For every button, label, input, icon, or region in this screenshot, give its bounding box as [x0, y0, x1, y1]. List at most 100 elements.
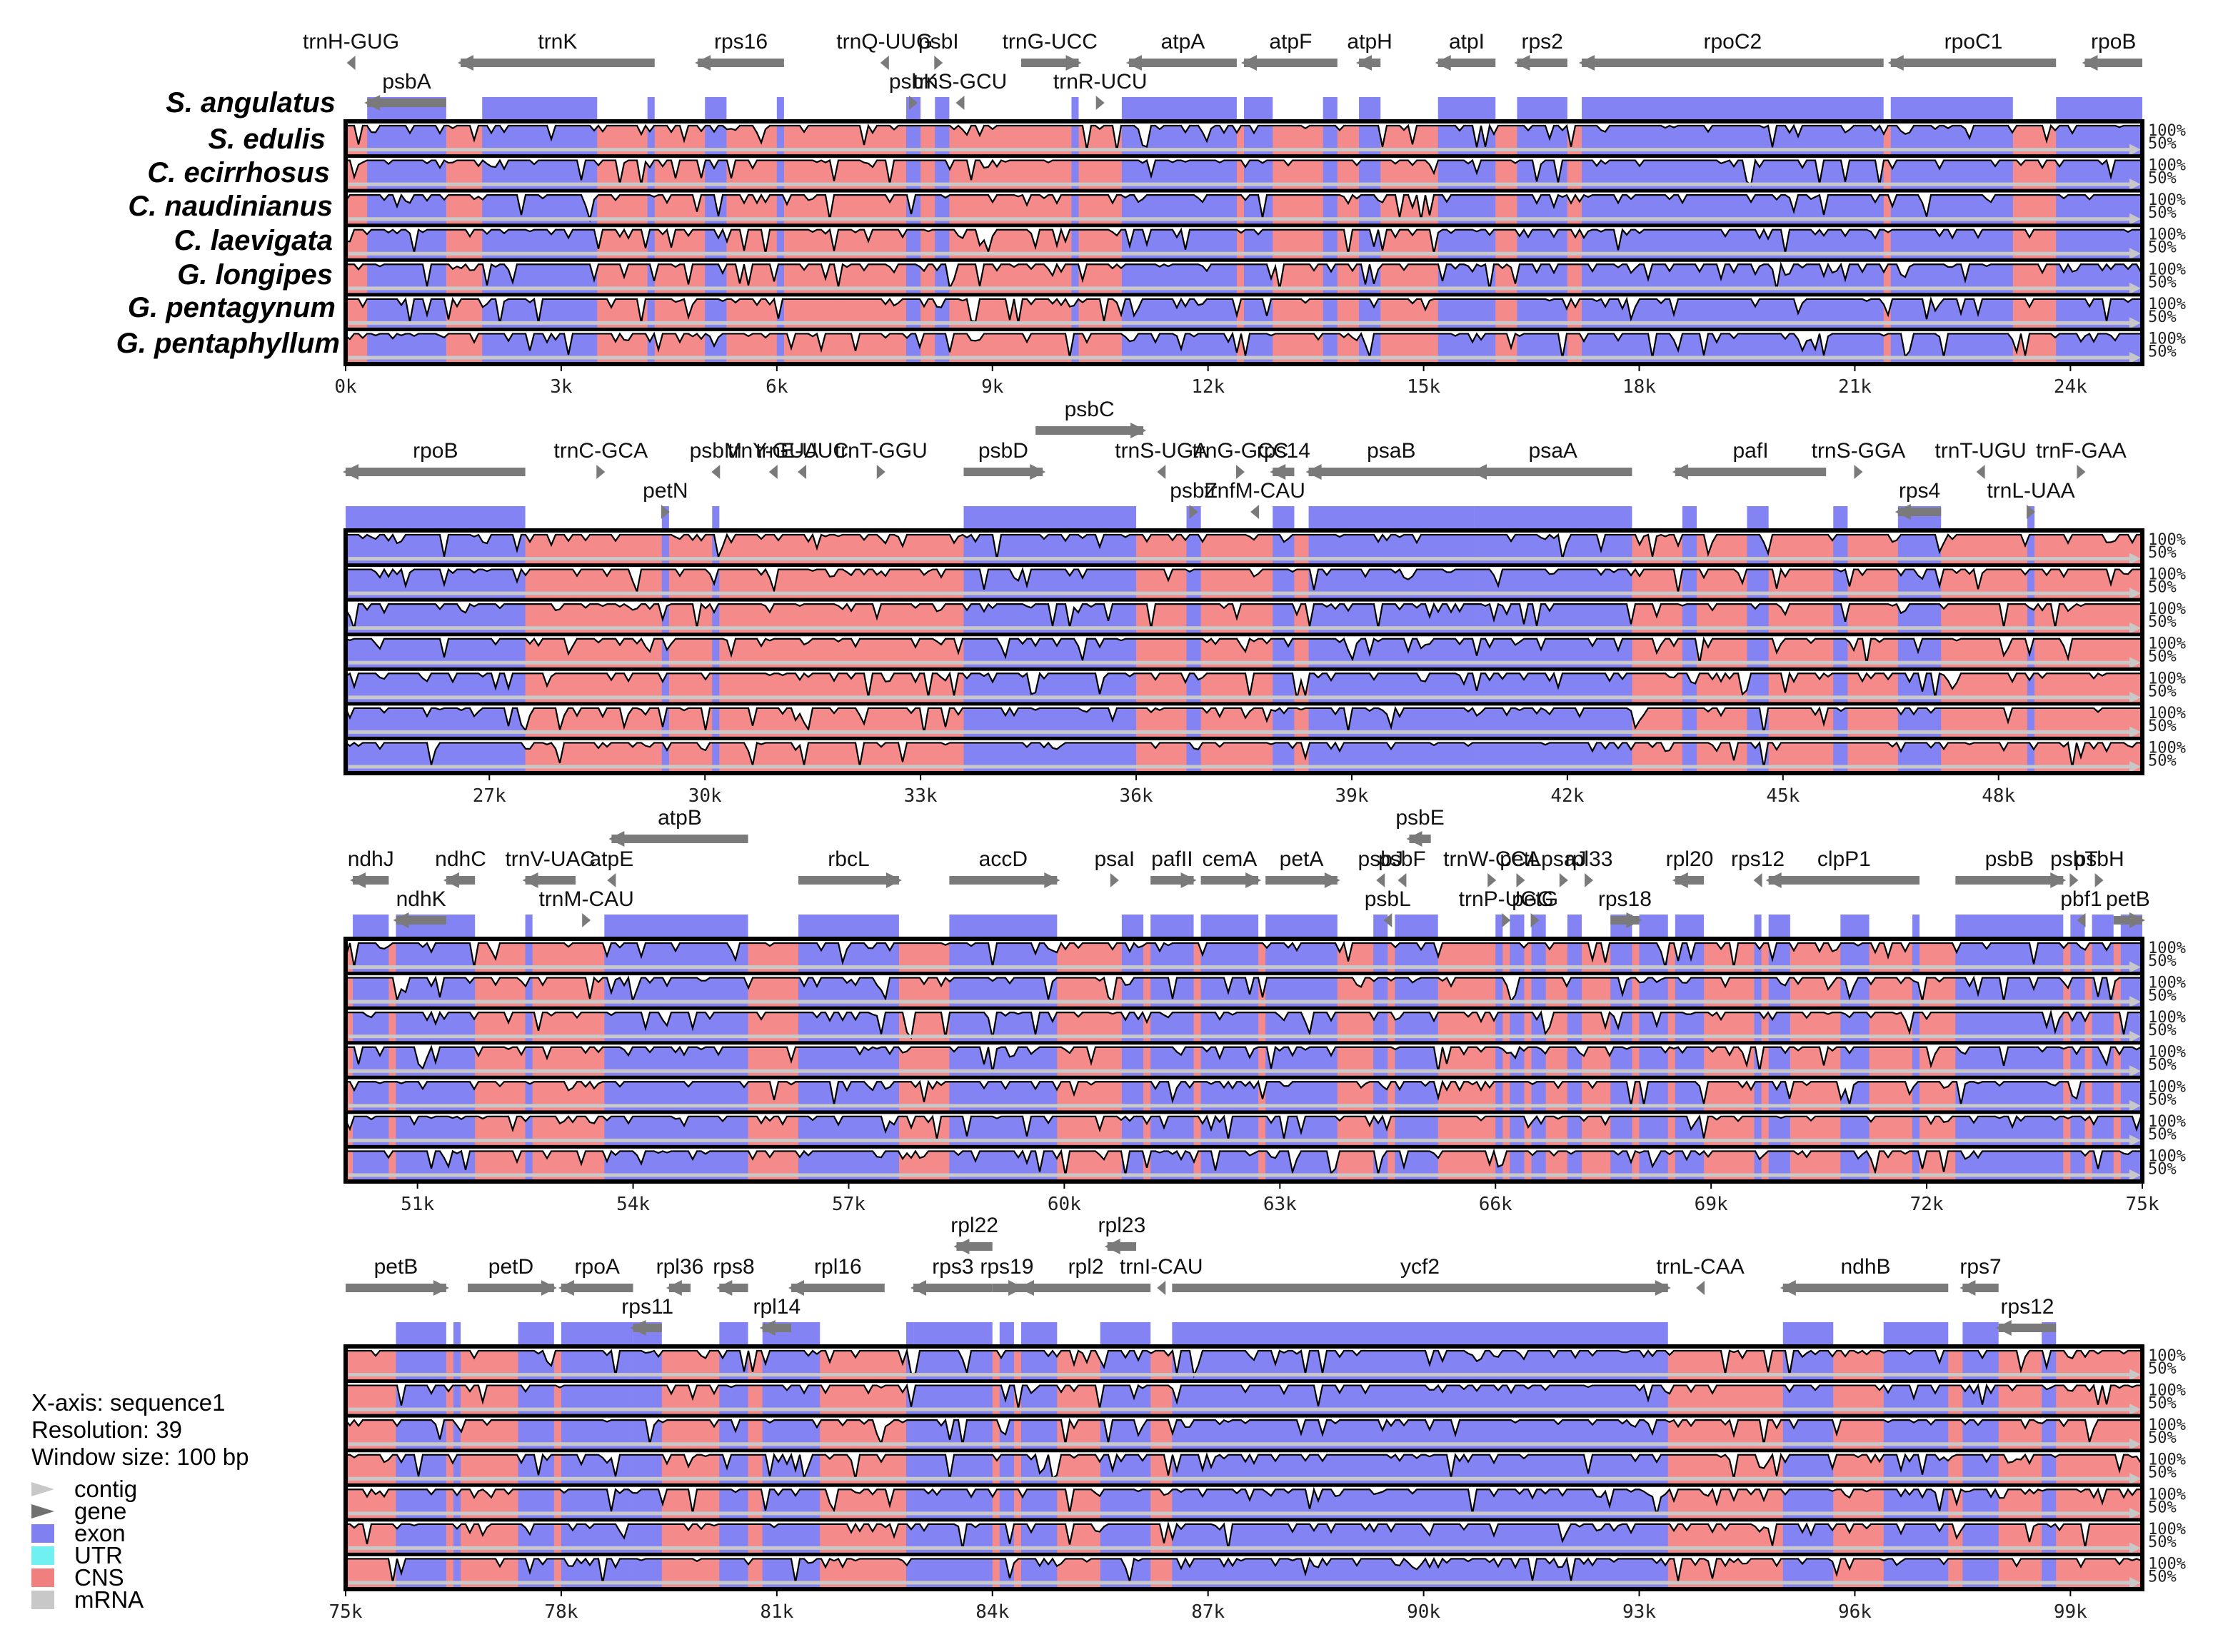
identity-curve	[345, 1417, 2141, 1446]
gene-arrow	[1998, 1324, 2057, 1332]
gene-arrowhead	[788, 1280, 804, 1296]
panels: 100%50%100%50%100%50%100%50%100%50%100%5…	[303, 30, 2186, 1623]
gene-arrowhead	[1672, 464, 1688, 480]
percent-100-label: 100%	[2148, 1113, 2186, 1131]
gene-arrowhead	[1030, 464, 1046, 480]
contig-arrowhead	[2129, 1438, 2141, 1450]
contig-arrowhead	[2129, 248, 2141, 260]
gene-label: trnS-GCU	[913, 70, 1008, 94]
species-label: G. pentaphyllum	[116, 328, 340, 359]
gene-arrowhead	[661, 505, 670, 519]
percent-50-label: 50%	[2148, 1429, 2177, 1447]
gene-arrowhead	[346, 56, 356, 70]
gene-arrow	[1675, 468, 1827, 476]
percent-50-label: 50%	[2148, 952, 2177, 970]
legend-swatch	[31, 1546, 54, 1565]
exon-region	[905, 1322, 914, 1589]
percent-100-label: 100%	[2148, 670, 2186, 688]
gene-arrowhead	[1110, 873, 1119, 887]
gene-label: petB	[2106, 887, 2150, 911]
gene-arrowhead	[798, 465, 807, 479]
gene-arrowhead	[1157, 1281, 1166, 1295]
gene-label: rpl16	[814, 1255, 862, 1279]
contig-arrowhead	[2129, 1134, 2141, 1147]
identity-curve	[345, 1114, 2142, 1140]
percent-50-label: 50%	[2148, 1022, 2177, 1039]
exon-region	[1395, 915, 1438, 1182]
contig-arrowhead	[2129, 1065, 2141, 1077]
gene-arrowhead	[1189, 505, 1198, 519]
gene-label: psbC	[1065, 398, 1115, 421]
legend-label: contig	[74, 1476, 137, 1502]
gene-label: clpP1	[1817, 847, 1871, 871]
gene-label: petN	[643, 479, 688, 503]
percent-50-label: 50%	[2148, 170, 2177, 188]
gene-arrowhead	[1250, 505, 1260, 519]
gene-label: rpl14	[753, 1295, 801, 1319]
gene-label: ndhJ	[348, 847, 394, 871]
gene-label: psaI	[1094, 847, 1135, 871]
gene-arrowhead	[666, 1280, 682, 1296]
percent-100-label: 100%	[2148, 531, 2186, 549]
gene-label: psbK	[889, 70, 938, 94]
gene-label: psbF	[1378, 847, 1426, 871]
contig-arrowhead	[2129, 691, 2141, 703]
gene-arrowhead	[596, 465, 606, 479]
gene-arrowhead	[2050, 872, 2067, 888]
identity-curve	[345, 602, 2141, 630]
gene-label: psbD	[978, 439, 1028, 463]
gene-arrowhead	[885, 872, 902, 888]
gene-arrow	[367, 99, 446, 107]
identity-gap	[346, 1521, 2142, 1549]
gene-label: trnC-GCA	[553, 439, 648, 463]
gene-label: trnT-GGU	[835, 439, 928, 463]
identity-curve	[345, 331, 2141, 360]
gene-label: psbE	[1395, 806, 1444, 830]
contig-arrowhead	[2129, 553, 2141, 565]
gene-arrowhead	[2027, 505, 2036, 519]
gene-label: rpoB	[413, 439, 458, 463]
gene-label: psaB	[1367, 439, 1415, 463]
gene-arrowhead	[1104, 1239, 1120, 1254]
tick-label: 81k	[760, 1601, 793, 1623]
species-label: C. laevigata	[174, 225, 333, 256]
gene-label: rps18	[1598, 887, 1652, 911]
tick-label: 63k	[1263, 1194, 1297, 1215]
gene-label: atpF	[1269, 30, 1312, 54]
tick-label: 42k	[1550, 785, 1584, 807]
identity-curve	[344, 705, 2141, 734]
identity-curve	[344, 940, 2141, 968]
gene-label: trnK	[538, 30, 577, 54]
legend-swatch	[31, 1504, 54, 1518]
contig-arrowhead	[2129, 317, 2141, 329]
contig-arrowhead	[2129, 588, 2141, 600]
contig-arrowhead	[2129, 1404, 2141, 1416]
gene-arrow	[1035, 426, 1144, 435]
gene-label: rpl36	[656, 1255, 704, 1279]
gene-arrow	[1308, 468, 1475, 476]
gene-arrow	[1265, 876, 1338, 885]
gene-arrowhead	[630, 1320, 646, 1336]
panel-border	[343, 1344, 2144, 1591]
gene-arrowhead	[1241, 55, 1257, 71]
identity-curve	[346, 1556, 2142, 1583]
tick-label: 30k	[688, 785, 722, 807]
gene-arrow	[1200, 876, 1259, 885]
gene-arrowhead	[768, 465, 778, 479]
percent-50-label: 50%	[2148, 1126, 2177, 1144]
contig-arrowhead	[2129, 1030, 2141, 1042]
gene-arrowhead	[2077, 913, 2086, 927]
percent-50-label: 50%	[2148, 308, 2177, 326]
tick-label: 27k	[473, 785, 506, 807]
percent-50-label: 50%	[2148, 273, 2177, 291]
legend-label: mRNA	[74, 1586, 144, 1613]
percent-100-label: 100%	[2148, 1147, 2186, 1165]
percent-100-label: 100%	[2148, 1347, 2186, 1365]
contig-arrowhead	[2129, 622, 2141, 634]
gene-arrowhead	[1559, 873, 1568, 887]
identity-curve	[345, 193, 2141, 223]
percent-100-label: 100%	[2148, 296, 2186, 313]
gene-arrowhead	[1245, 872, 1262, 888]
tick-label: 99k	[2054, 1601, 2087, 1623]
